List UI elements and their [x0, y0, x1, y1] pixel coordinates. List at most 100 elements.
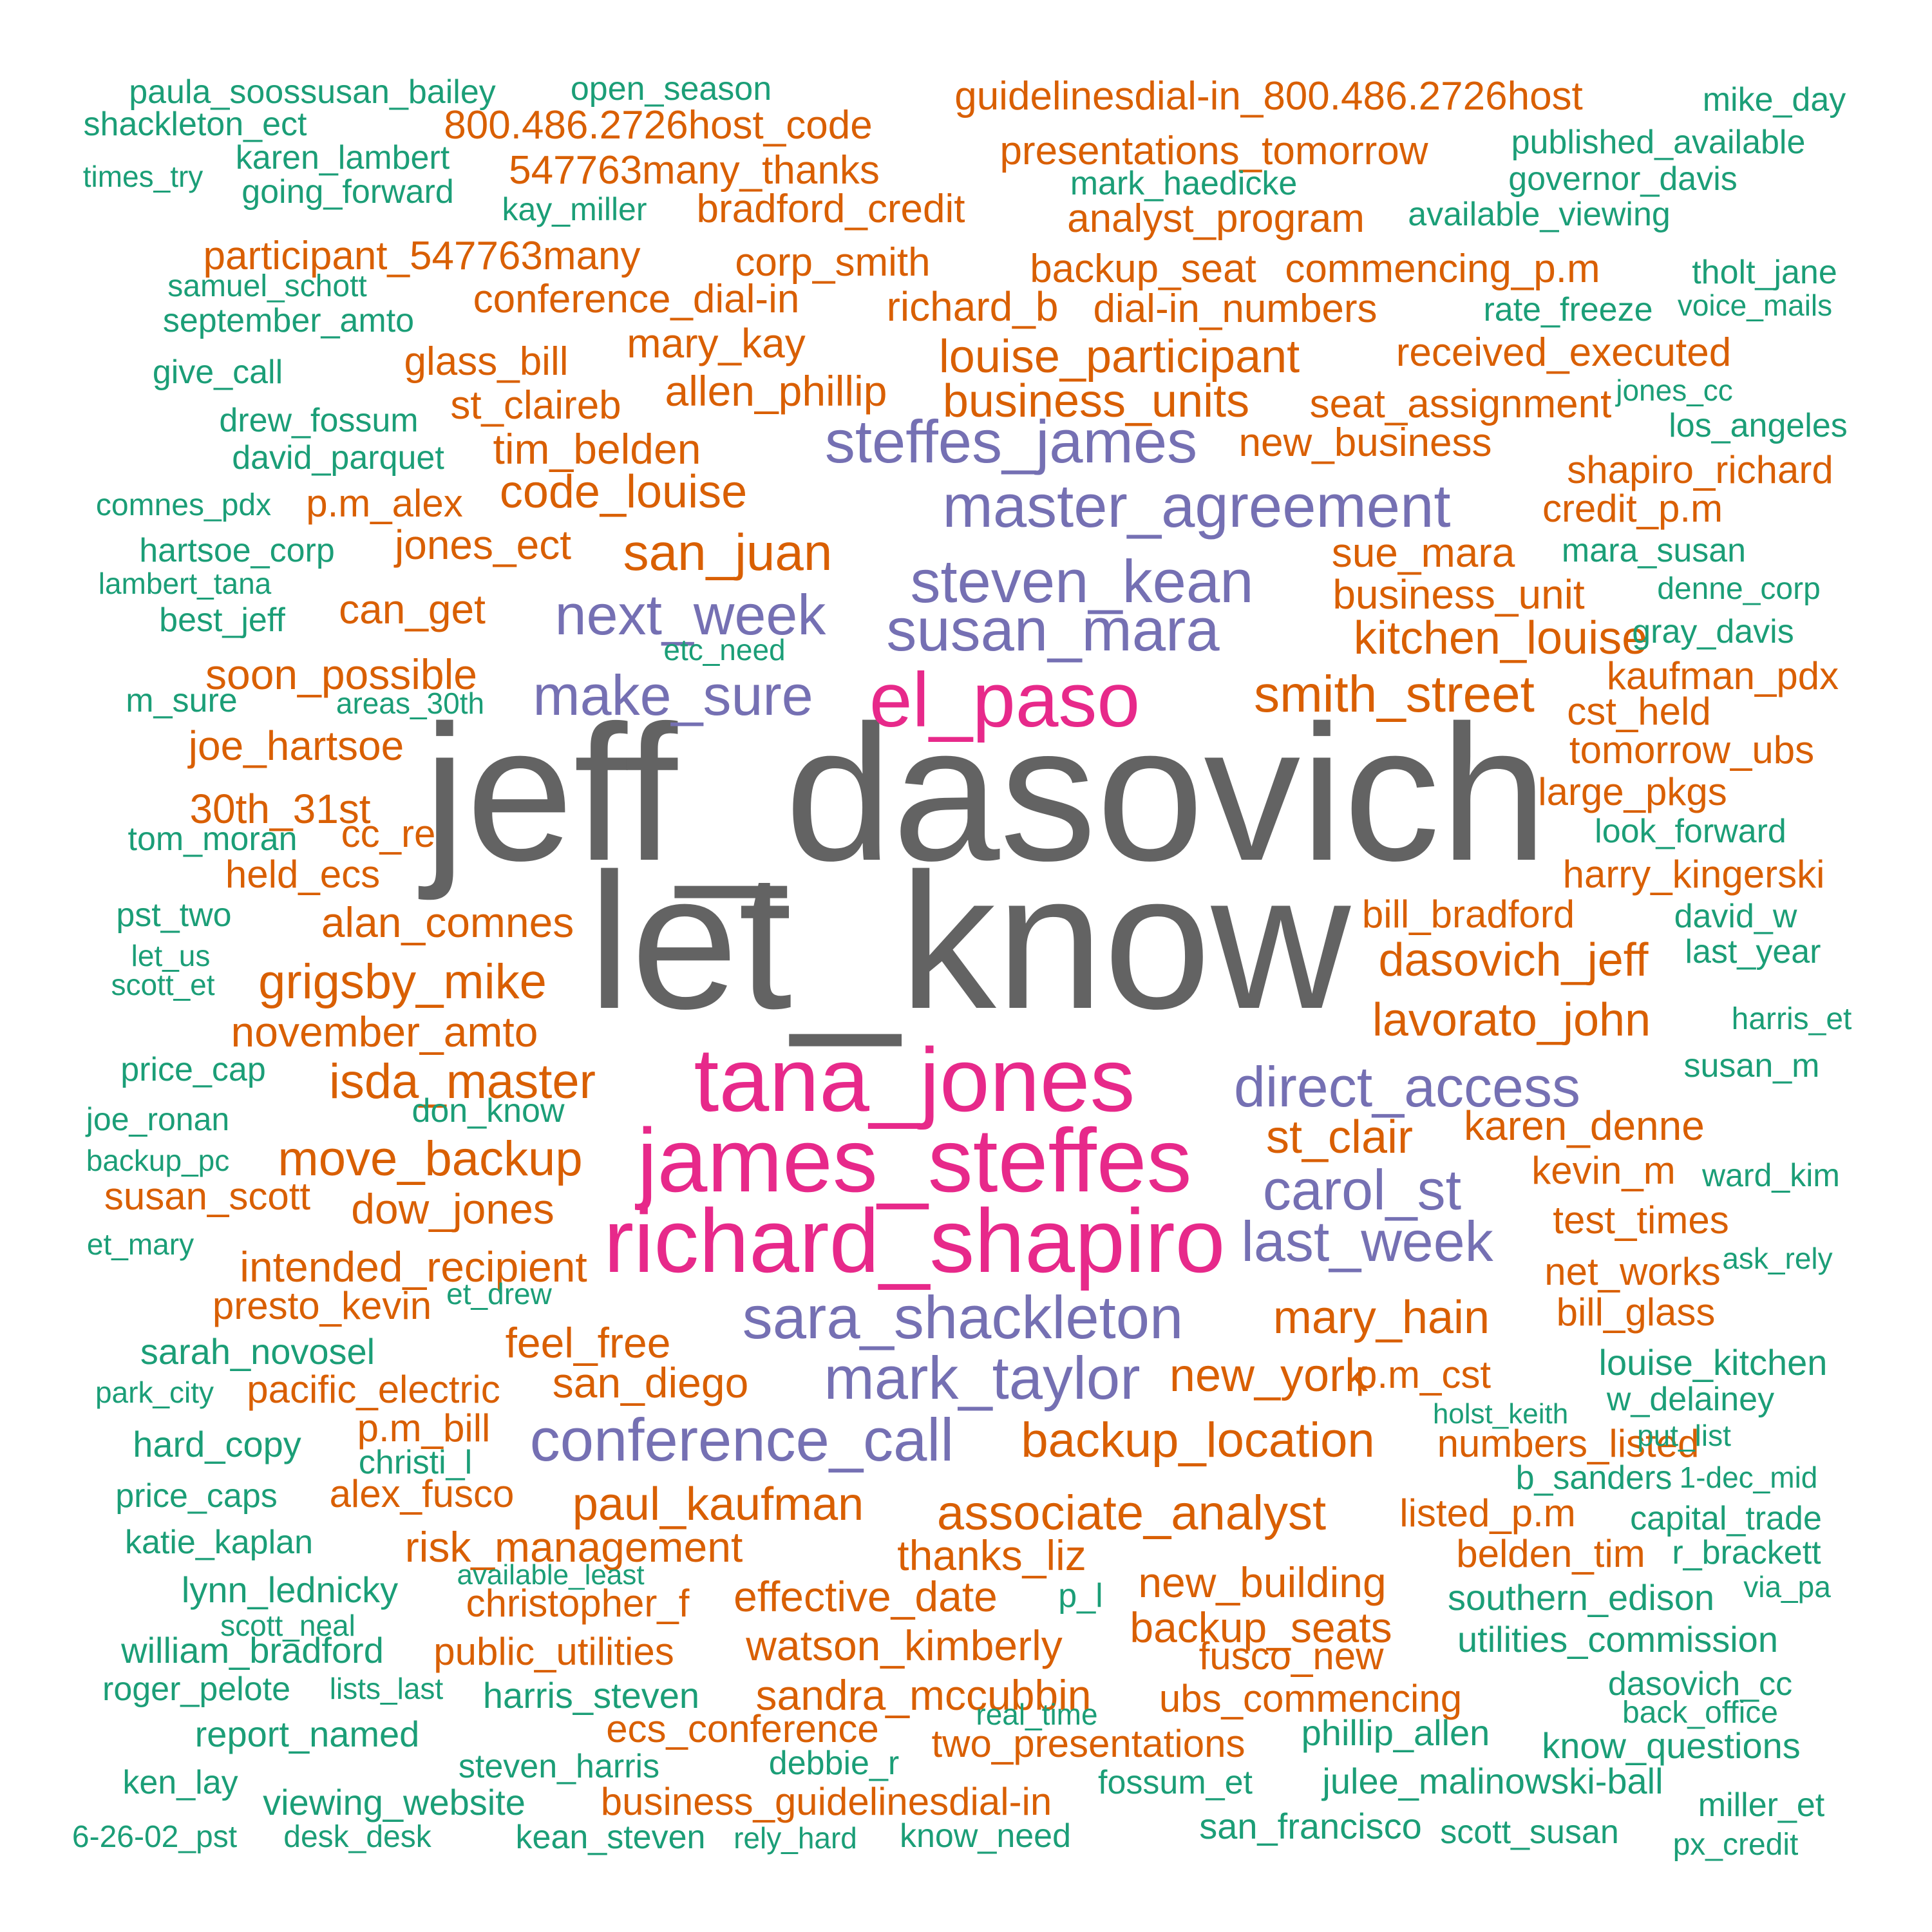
- word-make-sure: make_sure: [533, 663, 813, 727]
- word-put-list: put_list: [1637, 1419, 1731, 1452]
- word-lavorato-john: lavorato_john: [1372, 994, 1651, 1046]
- word-last-year: last_year: [1685, 933, 1821, 971]
- word-going-forward: going_forward: [242, 173, 454, 211]
- word-two-presentations: two_presentations: [932, 1722, 1245, 1765]
- word-carol-st: carol_st: [1263, 1158, 1461, 1222]
- word-julee-malinowski-ball: julee_malinowski-ball: [1321, 1761, 1663, 1801]
- word-received-executed: received_executed: [1396, 330, 1731, 375]
- word-bradford-credit: bradford_credit: [696, 187, 965, 231]
- word-lambert-tana: lambert_tana: [99, 567, 272, 600]
- word-30th-31st: 30th_31st: [189, 786, 370, 832]
- word-effective-date: effective_date: [734, 1573, 998, 1620]
- word-karen-denne: karen_denne: [1464, 1103, 1705, 1149]
- word-don-know: don_know: [412, 1092, 565, 1130]
- word-jones-ect: jones_ect: [393, 522, 571, 568]
- word-thanks-liz: thanks_liz: [897, 1531, 1086, 1579]
- word-conference-dial-in: conference_dial-in: [473, 277, 800, 321]
- word-allen-phillip: allen_phillip: [665, 367, 887, 415]
- word-st-clair: st_clair: [1266, 1112, 1413, 1163]
- word-participant-547763many: participant_547763many: [203, 234, 640, 278]
- word-mary-hain: mary_hain: [1273, 1292, 1490, 1343]
- word-know-need: know_need: [900, 1817, 1071, 1855]
- word-grigsby-mike: grigsby_mike: [258, 954, 547, 1009]
- word-credit-p-m: credit_p.m: [1542, 487, 1723, 530]
- word-christopher-f: christopher_f: [466, 1582, 690, 1625]
- word-glass-bill: glass_bill: [404, 339, 568, 384]
- word-seat-assignment: seat_assignment: [1310, 382, 1612, 426]
- word-numbers-listed: numbers_listed: [1437, 1422, 1700, 1465]
- word-governor-davis: governor_davis: [1508, 160, 1738, 198]
- word-held-ecs: held_ecs: [225, 853, 380, 896]
- word-jones-cc: jones_cc: [1615, 374, 1733, 407]
- word-debbie-r: debbie_r: [769, 1745, 899, 1782]
- word-fusco-new: fusco_new: [1199, 1634, 1385, 1678]
- word-belden-tim: belden_tim: [1456, 1532, 1645, 1575]
- word-phillip-allen: phillip_allen: [1302, 1712, 1490, 1753]
- word-karen-lambert: karen_lambert: [236, 139, 450, 176]
- word-viewing-website: viewing_website: [263, 1782, 526, 1823]
- word-voice-mails: voice_mails: [1678, 289, 1832, 322]
- word-lynn-lednicky: lynn_lednicky: [182, 1569, 398, 1610]
- word-kitchen-louise: kitchen_louise: [1354, 612, 1647, 664]
- word-mara-susan: mara_susan: [1562, 532, 1746, 569]
- word-ask-rely: ask_rely: [1722, 1242, 1832, 1275]
- word-shackleton-ect: shackleton_ect: [84, 106, 307, 143]
- word-backup-location: backup_location: [1021, 1413, 1374, 1468]
- word-available-viewing: available_viewing: [1408, 196, 1671, 233]
- word-547763many-thanks: 547763many_thanks: [509, 148, 880, 193]
- word-dial-in-numbers: dial-in_numbers: [1093, 287, 1377, 331]
- word-drew-fossum: drew_fossum: [219, 402, 418, 439]
- word-sara-shackleton: sara_shackleton: [743, 1283, 1184, 1351]
- word-mary-kay: mary_kay: [627, 320, 805, 366]
- word-watson-kimberly: watson_kimberly: [745, 1622, 1063, 1669]
- word-louise-participant: louise_participant: [939, 331, 1300, 383]
- word-look-forward: look_forward: [1595, 813, 1786, 850]
- word-paula-soossusan-bailey: paula_soossusan_bailey: [129, 73, 496, 111]
- word-6-26-02-pst: 6-26-02_pst: [72, 1820, 237, 1854]
- word-sandra-mccubbin: sandra_mccubbin: [756, 1671, 1092, 1719]
- word-st-claireb: st_claireb: [450, 383, 621, 428]
- word-kaufman-pdx: kaufman_pdx: [1607, 654, 1839, 697]
- word-harris-steven: harris_steven: [483, 1675, 699, 1716]
- word-san-juan: san_juan: [623, 524, 833, 581]
- word-conference-call: conference_call: [530, 1406, 954, 1473]
- word-david-w: david_w: [1674, 898, 1797, 935]
- word-dasovich-jeff: dasovich_jeff: [1379, 934, 1649, 986]
- word-southern-edison: southern_edison: [1448, 1577, 1714, 1618]
- word-mark-taylor: mark_taylor: [824, 1344, 1140, 1412]
- word-p-m-alex: p.m_alex: [306, 482, 462, 525]
- word-joe-hartsoe: joe_hartsoe: [187, 723, 404, 769]
- word-pst-two: pst_two: [116, 896, 231, 934]
- word-public-utilities: public_utilities: [433, 1630, 674, 1673]
- word-comnes-pdx: comnes_pdx: [96, 488, 271, 522]
- word-test-times: test_times: [1553, 1198, 1728, 1242]
- word-bill-glass: bill_glass: [1557, 1291, 1716, 1334]
- word-backup-seat: backup_seat: [1030, 247, 1256, 291]
- word-desk-desk: desk_desk: [283, 1820, 431, 1854]
- word-presentations-tomorrow: presentations_tomorrow: [999, 129, 1428, 173]
- word-harris-et: harris_et: [1732, 1002, 1852, 1036]
- word-alan-comnes: alan_comnes: [321, 898, 574, 946]
- word-paul-kaufman: paul_kaufman: [573, 1479, 864, 1530]
- word-sue-mara: sue_mara: [1332, 529, 1515, 576]
- word-business-unit: business_unit: [1332, 571, 1585, 618]
- word-times-try: times_try: [83, 160, 204, 193]
- word-richard-shapiro: richard_shapiro: [604, 1190, 1226, 1291]
- word-steffes-james: steffes_james: [825, 408, 1197, 475]
- word-move-backup: move_backup: [278, 1132, 582, 1186]
- word-published-available: published_available: [1511, 124, 1806, 161]
- word-pacific-electric: pacific_electric: [247, 1368, 500, 1411]
- word-report-named: report_named: [195, 1714, 420, 1754]
- word-cc-re: cc_re: [341, 812, 436, 855]
- word-risk-management: risk_management: [405, 1523, 743, 1571]
- word-joe-ronan: joe_ronan: [85, 1101, 229, 1137]
- word-william-bradford: william_bradford: [120, 1630, 384, 1671]
- word-bill-bradford: bill_bradford: [1362, 893, 1575, 936]
- word-james-steffes: james_steffes: [634, 1110, 1191, 1211]
- word-guidelinesdial-in-800-486-2726host: guidelinesdial-in_800.486.2726host: [954, 74, 1583, 118]
- word-new-building: new_building: [1138, 1558, 1386, 1606]
- word-px-credit: px_credit: [1673, 1828, 1799, 1862]
- word-holst-keith: holst_keith: [1433, 1398, 1568, 1430]
- word-back-office: back_office: [1622, 1696, 1778, 1730]
- word-september-amto: september_amto: [163, 302, 414, 339]
